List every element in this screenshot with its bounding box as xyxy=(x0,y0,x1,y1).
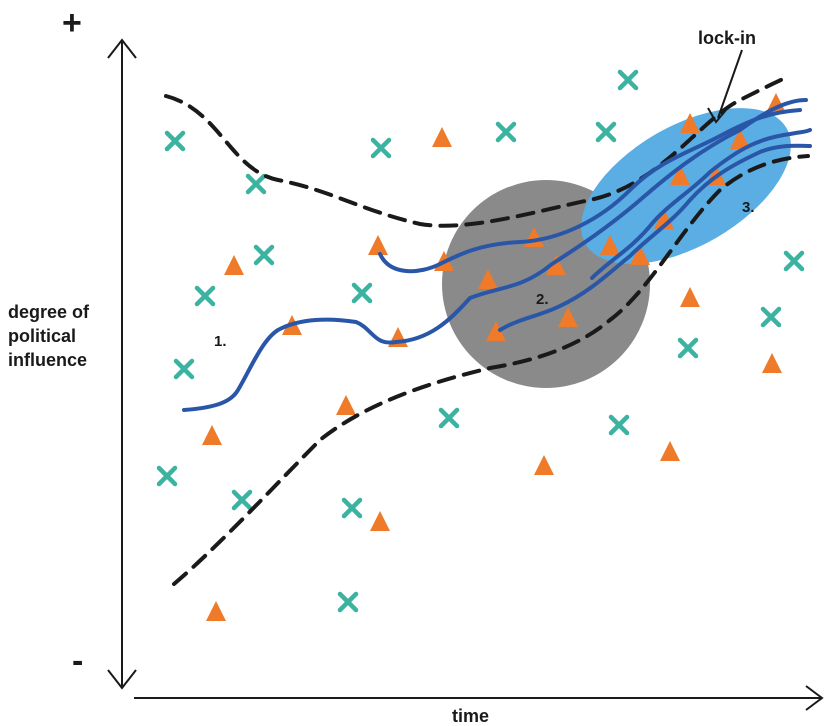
cross-marker xyxy=(677,337,699,359)
x-axis-label: time xyxy=(452,706,489,726)
triangle-marker xyxy=(670,165,690,185)
triangle-marker xyxy=(486,321,506,341)
cross-marker xyxy=(351,282,373,304)
cross-marker xyxy=(438,407,460,429)
stage1-label: 1. xyxy=(214,333,227,350)
trajectory-3 xyxy=(498,143,812,332)
cross-marker xyxy=(253,244,275,266)
cross-marker xyxy=(495,121,517,143)
x-axis xyxy=(134,685,824,711)
triangle-marker xyxy=(766,93,786,113)
triangle-marker xyxy=(370,511,390,531)
y-axis xyxy=(107,38,137,690)
cross-marker xyxy=(370,137,392,159)
triangle-marker xyxy=(680,113,700,133)
cross-marker xyxy=(341,497,363,519)
triangle-marker xyxy=(206,601,226,621)
y-axis-label-line1: degree of xyxy=(8,302,90,322)
y-axis-label-line3: influence xyxy=(8,350,87,370)
stage2-label: 2. xyxy=(536,291,549,308)
cross-marker xyxy=(608,414,630,436)
lower-dashed-boundary xyxy=(172,154,810,586)
triangle-marker xyxy=(558,307,578,327)
trajectory-2 xyxy=(378,108,802,274)
upper-dashed-boundary xyxy=(164,74,792,228)
lockin-label: lock-in xyxy=(698,28,756,48)
triangle-marker xyxy=(478,269,498,289)
cross-marker xyxy=(231,489,253,511)
triangle-marker xyxy=(600,235,620,255)
cross-markers xyxy=(156,69,805,613)
triangle-marker xyxy=(432,127,452,147)
cross-marker xyxy=(760,306,782,328)
lockin-pointer xyxy=(717,49,743,119)
cross-marker xyxy=(164,130,186,152)
cross-marker xyxy=(156,465,178,487)
lockin-pointer-head xyxy=(707,107,727,124)
triangle-marker xyxy=(336,395,356,415)
triangle-marker xyxy=(534,455,554,475)
triangle-marker xyxy=(368,235,388,255)
triangle-marker xyxy=(202,425,222,445)
cross-marker xyxy=(783,250,805,272)
stage3-label: 3. xyxy=(742,199,755,216)
cross-marker xyxy=(245,173,267,195)
triangle-marker xyxy=(630,245,650,265)
triangle-marker xyxy=(762,353,782,373)
minus-sign: - xyxy=(72,642,83,680)
trajectory-4 xyxy=(590,128,812,280)
cross-marker xyxy=(194,285,216,307)
cross-marker xyxy=(337,591,359,613)
y-axis-label-line2: political xyxy=(8,326,76,346)
plus-sign: + xyxy=(62,4,82,42)
triangle-marker xyxy=(680,287,700,307)
trajectory-1 xyxy=(182,98,808,412)
triangle-marker xyxy=(224,255,244,275)
triangle-marker xyxy=(660,441,680,461)
triangle-marker xyxy=(546,255,566,275)
cross-marker xyxy=(173,358,195,380)
cross-marker xyxy=(617,69,639,91)
cross-marker xyxy=(595,121,617,143)
triangle-marker xyxy=(730,129,750,149)
